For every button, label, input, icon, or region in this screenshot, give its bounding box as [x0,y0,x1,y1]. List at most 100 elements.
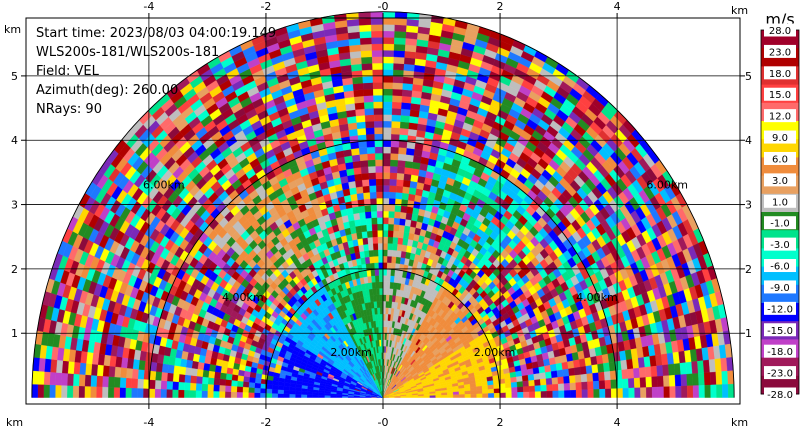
velocity-cell [376,191,384,199]
velocity-cell [43,371,51,385]
velocity-cell [367,236,374,245]
velocity-cell [382,95,393,102]
velocity-cell [391,114,402,122]
velocity-cell [172,389,179,398]
velocity-cell [371,275,376,283]
velocity-cell [369,256,375,264]
velocity-cell [242,381,250,388]
velocity-cell [372,82,384,90]
velocity-cell [382,249,388,257]
velocity-cell [137,378,144,389]
velocity-cell [49,371,57,386]
velocity-cell [379,288,384,295]
velocity-cell [401,95,412,104]
velocity-cell [219,378,227,386]
velocity-cell [388,198,396,206]
velocity-cell [398,224,406,233]
velocity-cell [398,231,405,239]
velocity-cell [78,374,86,387]
velocity-cell [203,362,211,371]
velocity-cell [370,24,384,32]
velocity-cell [400,205,408,213]
velocity-cell [362,75,374,84]
velocity-cell [399,218,406,226]
velocity-cell [201,383,209,391]
velocity-cell [350,193,358,202]
velocity-cell [183,389,191,398]
velocity-cell [387,230,394,238]
velocity-cell [67,361,75,374]
velocity-cell [208,370,216,379]
velocity-cell [349,187,358,196]
velocity-cell [243,375,250,383]
velocity-cell [55,372,63,386]
velocity-cell [61,360,69,374]
velocity-cell [360,224,368,233]
velocity-cell [382,101,393,109]
velocity-cell [208,363,217,372]
velocity-cell [395,185,404,193]
velocity-cell [388,204,396,212]
velocity-cell [404,44,417,53]
velocity-cell [382,56,394,64]
velocity-cell [160,380,168,390]
velocity-cell [382,62,394,70]
velocity-cell [377,313,381,321]
velocity-cell [155,371,162,381]
velocity-cell [359,37,372,45]
velocity-cell [219,372,227,380]
velocity-cell [148,388,156,398]
velocity-cell [387,249,393,257]
velocity-cell [405,154,415,163]
velocity-cell [386,288,391,296]
velocity-cell [248,381,256,388]
velocity-cell [391,133,400,142]
velocity-cell [358,244,365,253]
velocity-cell [385,300,390,308]
velocity-cell [393,224,400,232]
velocity-cell [375,281,380,289]
velocity-cell [386,262,392,270]
velocity-cell [179,366,187,375]
velocity-cell [372,236,379,244]
velocity-cell [372,230,379,238]
velocity-cell [387,255,393,263]
velocity-cell [230,385,238,393]
velocity-cell [399,127,409,136]
velocity-cell [382,127,392,135]
velocity-cell [370,269,376,277]
velocity-cell [402,76,414,85]
velocity-cell [131,378,138,389]
velocity-cell [362,185,371,193]
velocity-cell [214,364,222,373]
velocity-cell [231,374,239,381]
velocity-cell [108,365,116,378]
velocity-cell [394,24,407,32]
velocity-cell [404,160,414,169]
velocity-cell [360,218,367,226]
velocity-cell [376,294,381,302]
velocity-cell [236,386,244,393]
velocity-cell [113,387,120,398]
velocity-cell [382,275,388,282]
velocity-cell [399,211,407,220]
velocity-cell [371,223,378,231]
velocity-cell [142,388,150,398]
velocity-cell [396,172,405,181]
velocity-cell [365,211,372,219]
velocity-cell [360,166,369,174]
velocity-cell [382,82,394,90]
velocity-cell [113,376,121,388]
velocity-cell [295,390,302,395]
velocity-cell [207,390,214,398]
velocity-cell [366,230,373,238]
velocity-cell [351,147,360,156]
velocity-cell [366,140,376,148]
velocity-cell [382,146,392,154]
velocity-cell [365,120,375,129]
velocity-cell [352,82,364,91]
velocity-cell [403,179,411,188]
velocity-cell [356,121,367,130]
velocity-cell [254,387,261,394]
velocity-cell [382,30,395,38]
